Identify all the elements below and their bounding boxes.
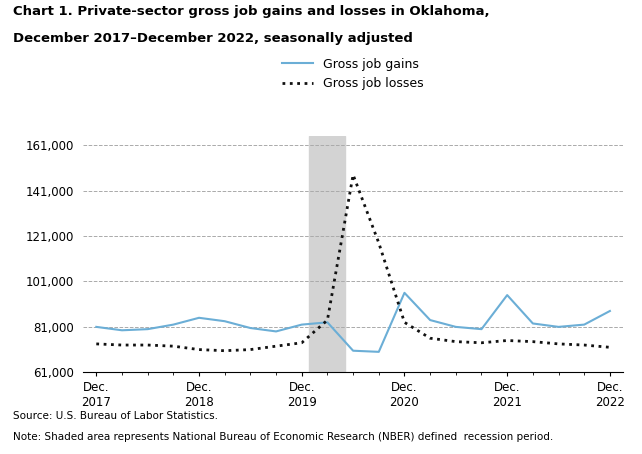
Text: Source: U.S. Bureau of Labor Statistics.: Source: U.S. Bureau of Labor Statistics. xyxy=(13,411,218,421)
Legend: Gross job gains, Gross job losses: Gross job gains, Gross job losses xyxy=(277,53,429,95)
Text: Note: Shaded area represents National Bureau of Economic Research (NBER) defined: Note: Shaded area represents National Bu… xyxy=(13,432,553,442)
Text: Chart 1. Private-sector gross job gains and losses in Oklahoma,: Chart 1. Private-sector gross job gains … xyxy=(13,5,489,18)
Bar xyxy=(309,136,345,372)
Text: December 2017–December 2022, seasonally adjusted: December 2017–December 2022, seasonally … xyxy=(13,32,413,45)
